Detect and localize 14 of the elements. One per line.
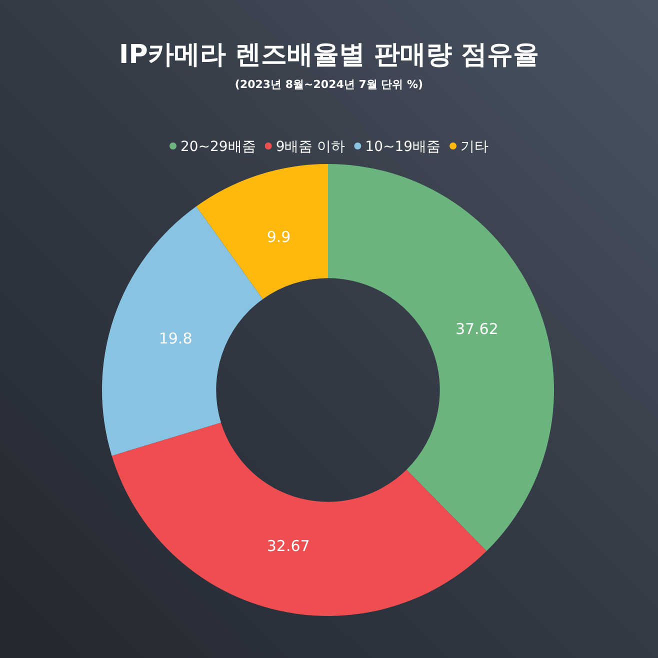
chart-subtitle: (2023년 8월~2024년 7월 단위 %) xyxy=(234,78,424,91)
donut-slice xyxy=(328,164,554,552)
data-label: 37.62 xyxy=(455,320,498,338)
legend-label: 9배줌 이하 xyxy=(276,139,346,155)
donut-slice xyxy=(102,206,263,456)
donut-slice xyxy=(196,164,328,300)
legend-label: 기타 xyxy=(460,139,489,155)
chart-title: IP카메라 렌즈배율별 판매량 점유율 xyxy=(119,40,539,70)
data-label: 19.8 xyxy=(158,329,192,348)
donut-slice xyxy=(112,422,487,616)
legend-label: 20~29배줌 xyxy=(180,139,256,155)
data-label: 32.67 xyxy=(266,536,310,555)
data-label: 9.9 xyxy=(266,228,291,246)
legend-label: 10~19배줌 xyxy=(365,139,441,155)
